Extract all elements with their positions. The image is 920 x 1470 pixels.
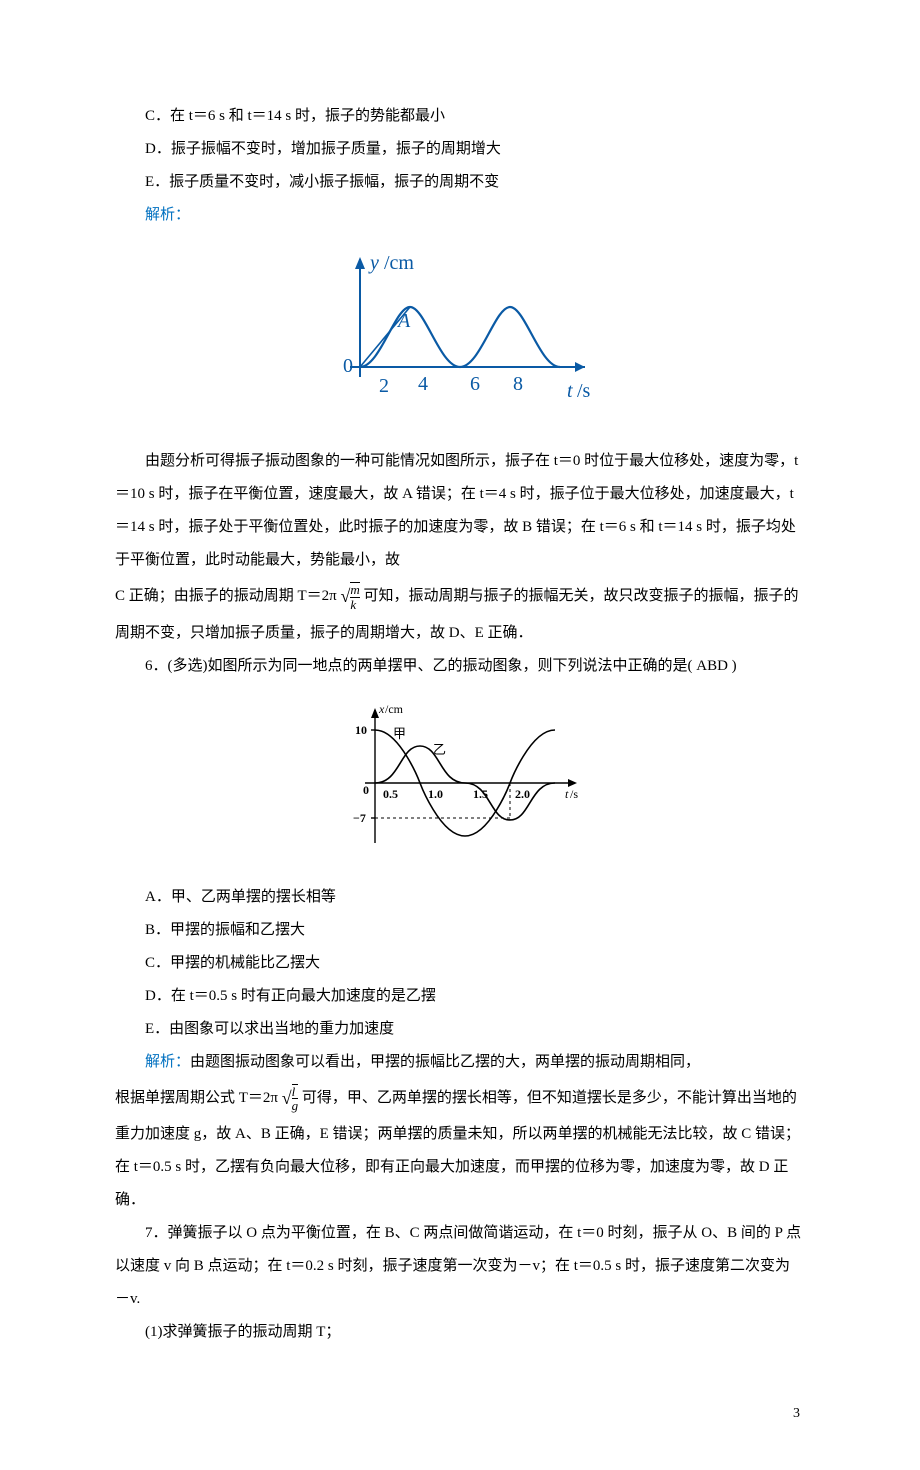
formula-1-num: m	[350, 583, 359, 597]
analysis-2-mid-suffix: 可得，甲、乙两单摆的摆长相等，但不知道摆长是多少，不能计算出当地的重力加速度 g…	[115, 1090, 800, 1208]
q6-option-e: E．由图象可以求出当地的重力加速度	[145, 1013, 805, 1046]
svg-text:−7: −7	[353, 811, 366, 825]
q6-stem: 6．(多选)如图所示为同一地点的两单摆甲、乙的振动图象，则下列说法中正确的是( …	[115, 650, 805, 683]
svg-text:6: 6	[470, 373, 480, 395]
analysis-2-prefix: 由题图振动图象可以看出，甲摆的振幅比乙摆的大，两单摆的振动周期相同，	[190, 1054, 700, 1070]
analysis-2-start: 解析：由题图振动图象可以看出，甲摆的振幅比乙摆的大，两单摆的振动周期相同，	[145, 1046, 805, 1079]
svg-text:0.5: 0.5	[383, 787, 398, 801]
q6-option-c: C．甲摆的机械能比乙摆大	[145, 947, 805, 980]
q7-stem: 7．弹簧振子以 O 点为平衡位置，在 B、C 两点间做简谐运动，在 t＝0 时刻…	[115, 1217, 805, 1316]
option-e: E．振子质量不变时，减小振子振幅，振子的周期不变	[145, 166, 805, 199]
q6-option-a: A．甲、乙两单摆的摆长相等	[145, 881, 805, 914]
formula-1: √ m k	[341, 577, 360, 617]
svg-text:乙: 乙	[433, 742, 446, 757]
svg-text:1.0: 1.0	[428, 787, 443, 801]
q6-option-b: B．甲摆的振幅和乙摆大	[145, 914, 805, 947]
formula-2-den: g	[292, 1098, 299, 1113]
q7-sub1: (1)求弹簧振子的振动周期 T；	[145, 1316, 805, 1349]
formula-2-num: l	[292, 1085, 299, 1099]
analysis-1-label-line: 解析：	[145, 199, 805, 232]
svg-text:2: 2	[379, 375, 389, 397]
option-d: D．振子振幅不变时，增加振子质量，振子的周期增大	[145, 133, 805, 166]
formula-2: √ l g	[282, 1079, 298, 1119]
formula-1-den: k	[350, 597, 359, 612]
svg-text:y: y	[368, 252, 379, 274]
analysis-2-mid-prefix: 根据单摆周期公式 T＝2π	[115, 1090, 278, 1106]
svg-text:/cm: /cm	[385, 702, 404, 716]
svg-text:A: A	[396, 310, 411, 332]
svg-text:/s: /s	[570, 787, 578, 801]
svg-text:x: x	[378, 702, 385, 716]
svg-text:0: 0	[363, 783, 369, 797]
svg-text:1.5: 1.5	[473, 787, 488, 801]
svg-text:/s: /s	[577, 380, 591, 402]
page-number: 3	[115, 1399, 805, 1430]
analysis-2-body: 根据单摆周期公式 T＝2π √ l g 可得，甲、乙两单摆的摆长相等，但不知道摆…	[115, 1079, 805, 1218]
svg-text:10: 10	[355, 723, 367, 737]
svg-text:t: t	[567, 380, 573, 402]
figure-2: x /cm t /s 10 0 −7 0.5 1.0 1.5 2.0 甲 乙	[115, 698, 805, 866]
analysis-1-p1: 由题分析可得振子振动图象的一种可能情况如图所示，振子在 t＝0 时位于最大位移处…	[115, 445, 805, 577]
svg-text:0: 0	[343, 355, 353, 377]
analysis-label: 解析：	[145, 207, 190, 223]
svg-text:8: 8	[513, 373, 523, 395]
svg-text:2.0: 2.0	[515, 787, 530, 801]
svg-text:/cm: /cm	[384, 252, 414, 274]
analysis-1-p2-prefix: C 正确；由振子的振动周期 T＝2π	[115, 588, 337, 604]
analysis-1-p2: C 正确；由振子的振动周期 T＝2π √ m k 可知，振动周期与振子的振幅无关…	[115, 577, 805, 650]
svg-text:4: 4	[418, 373, 428, 395]
figure-2-svg: x /cm t /s 10 0 −7 0.5 1.0 1.5 2.0 甲 乙	[325, 698, 595, 853]
analysis-label-2: 解析：	[145, 1054, 190, 1070]
option-c: C．在 t＝6 s 和 t＝14 s 时，振子的势能都最小	[145, 100, 805, 133]
figure-1-svg: y /cm t /s 0 2 4 6 8 A	[315, 247, 605, 417]
q6-option-d: D．在 t＝0.5 s 时有正向最大加速度的是乙摆	[145, 980, 805, 1013]
svg-text:甲: 甲	[393, 726, 406, 741]
svg-text:t: t	[565, 787, 569, 801]
figure-1: y /cm t /s 0 2 4 6 8 A	[115, 247, 805, 430]
